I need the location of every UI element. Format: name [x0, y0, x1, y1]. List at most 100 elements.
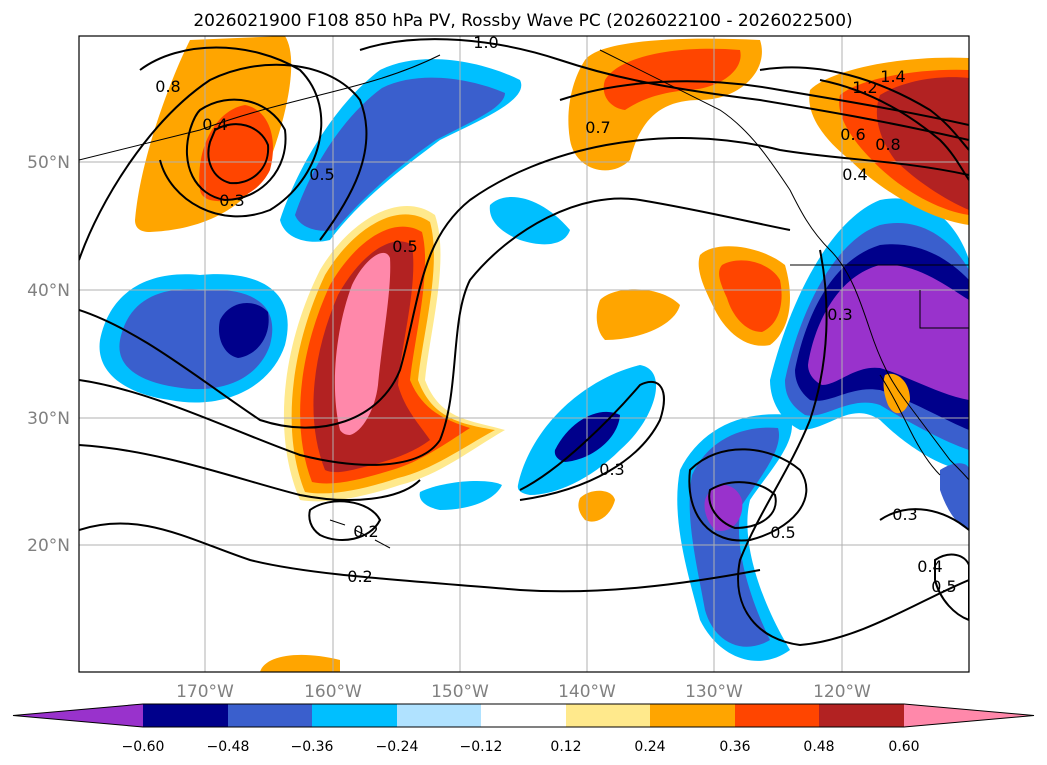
colorbar-extend-max [904, 704, 1034, 727]
pv-region-positive-east-core [719, 260, 782, 332]
contour-label: 0.7 [585, 118, 610, 137]
contour-line [559, 80, 969, 126]
lon-label-120w: 120°W [813, 682, 871, 702]
contour-label: 0.8 [875, 135, 900, 154]
contour-label: 0.6 [840, 125, 865, 144]
contour-label: 0.8 [155, 77, 180, 96]
colorbar-segments [12, 703, 1035, 728]
pv-region-small-7 [940, 463, 969, 530]
pv-region-positive-ne-core [603, 48, 741, 110]
contour-line [79, 522, 761, 593]
contour-label: 0.5 [770, 523, 795, 542]
hawaii-islands [329, 519, 391, 549]
contour-line [308, 500, 382, 541]
colorbar-segment [481, 704, 566, 727]
lat-label-30n: 30°N [27, 409, 70, 429]
contour-label: 0.2 [347, 567, 372, 586]
contour-label: 0.5 [309, 165, 334, 184]
pv-shading [99, 36, 969, 672]
contour-line [519, 380, 665, 501]
colorbar-segment [566, 704, 650, 727]
contour-label: 1.4 [880, 67, 905, 86]
lat-label-20n: 20°N [27, 536, 70, 556]
colorbar-segment [735, 704, 819, 727]
contour-line [737, 249, 969, 647]
pv-region-negative-north-inner [295, 77, 505, 231]
lon-label-170w: 170°W [176, 682, 234, 702]
contour-line [934, 553, 969, 622]
pv-region-small-2 [489, 197, 570, 245]
colorbar-tick-label: 0.24 [634, 739, 665, 755]
pv-region-small-5 [260, 654, 340, 672]
contour-labels: 0.8 0.4 0.3 1.0 0.5 0.5 0.7 1.4 1.2 0.6 … [155, 33, 956, 596]
contour-label: 0.2 [353, 522, 378, 541]
lon-label-140w: 140°W [558, 682, 616, 702]
contour-line [359, 38, 969, 141]
colorbar-tick-label: 0.12 [550, 739, 581, 755]
coastlines [79, 49, 969, 549]
colorbar-tick-label: 0.60 [888, 739, 919, 755]
map-panel: 0.8 0.4 0.3 1.0 0.5 0.5 0.7 1.4 1.2 0.6 … [78, 33, 970, 673]
lon-label-130w: 130°W [685, 682, 743, 702]
contour-label: 1.0 [473, 33, 498, 52]
contour-label: 0.4 [917, 557, 942, 576]
aleutian-coast [79, 54, 441, 161]
lat-label-50n: 50°N [27, 153, 70, 173]
pv-region-positive-plume-max [334, 252, 391, 435]
colorbar-tick-label: −0.36 [291, 739, 334, 755]
colorbar-tick-label: −0.60 [122, 739, 165, 755]
pv-region-small-1 [596, 289, 680, 340]
contour-line [79, 444, 421, 501]
colorbar-tick-label: −0.48 [207, 739, 250, 755]
colorbar-tick-label: 0.36 [719, 739, 750, 755]
graticule [79, 36, 969, 672]
contour-line [79, 197, 791, 466]
pv-region-negative-coast-max [808, 264, 969, 400]
colorbar-segment [228, 704, 312, 727]
baja-coast [879, 374, 941, 476]
contour-line [759, 66, 969, 151]
colorbar-outline [12, 703, 1035, 728]
map-title: 2026021900 F108 850 hPa PV, Rossby Wave … [193, 11, 852, 31]
lat-label-40n: 40°N [27, 281, 70, 301]
north-america-coast [599, 49, 969, 481]
contour-line [79, 137, 969, 429]
colorbar-tick-label: −0.24 [376, 739, 419, 755]
rossby-pc-contours [79, 38, 969, 647]
contour-label: 1.2 [852, 78, 877, 97]
colorbar-segment [397, 704, 481, 727]
contour-label: 0.3 [892, 505, 917, 524]
contour-line [185, 98, 287, 202]
colorbar-extend-min [13, 704, 143, 727]
contour-line [688, 448, 808, 542]
contour-label: 0.5 [931, 577, 956, 596]
colorbar-segment [143, 704, 228, 727]
contour-line [708, 481, 777, 530]
contour-label: 0.3 [599, 460, 624, 479]
pv-region-negative-west-core [218, 302, 269, 358]
contour-line [819, 79, 969, 181]
colorbar-tick-label: −0.12 [460, 739, 503, 755]
contour-label: 0.3 [827, 305, 852, 324]
colorbar-segment [312, 704, 397, 727]
lon-label-150w: 150°W [431, 682, 489, 702]
lon-label-160w: 160°W [304, 682, 362, 702]
pv-region-small-4 [578, 490, 615, 522]
latitude-axis: 50°N 40°N 30°N 20°N [27, 153, 70, 556]
contour-line [207, 123, 270, 185]
contour-label: 0.4 [842, 165, 867, 184]
colorbar-tick-label: 0.48 [803, 739, 834, 755]
pv-region-small-6 [883, 373, 910, 414]
contour-line [879, 508, 969, 531]
border-line [790, 264, 969, 329]
contour-label: 0.3 [219, 191, 244, 210]
contour-label: 0.5 [392, 237, 417, 256]
contour-line [79, 63, 368, 261]
colorbar-segment [819, 704, 904, 727]
colorbar-segment [650, 704, 735, 727]
contour-label: 0.4 [202, 115, 227, 134]
longitude-axis: 170°W 160°W 150°W 140°W 130°W 120°W [176, 682, 871, 702]
colorbar-tick-labels: −0.60 −0.48 −0.36 −0.24 −0.12 0.12 0.24 … [122, 739, 920, 755]
colorbar: −0.60 −0.48 −0.36 −0.24 −0.12 0.12 0.24 … [12, 703, 1035, 755]
